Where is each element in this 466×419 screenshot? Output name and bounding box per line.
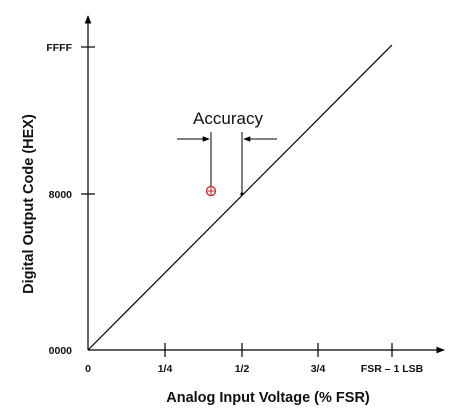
ideal-point: [240, 192, 244, 196]
x-tick-label-0: 0: [85, 363, 91, 375]
x-tick-label-fsr: FSR – 1 LSB: [361, 363, 424, 375]
x-tick-label-three-quarter: 3/4: [311, 363, 326, 375]
accuracy-label: Accuracy: [193, 109, 263, 128]
actual-output-marker: [205, 185, 217, 197]
x-tick-label-half: 1/2: [235, 363, 250, 375]
y-axis-title: Digital Output Code (HEX): [21, 114, 37, 294]
transfer-line: [87, 44, 393, 351]
x-tick-label-quarter: 1/4: [158, 363, 173, 375]
x-axis-title: Analog Input Voltage (% FSR): [166, 390, 370, 406]
y-tick-label-8000: 8000: [49, 189, 73, 201]
y-tick-label-0000: 0000: [49, 345, 73, 357]
y-tick-label-ffff: FFFF: [46, 42, 72, 54]
